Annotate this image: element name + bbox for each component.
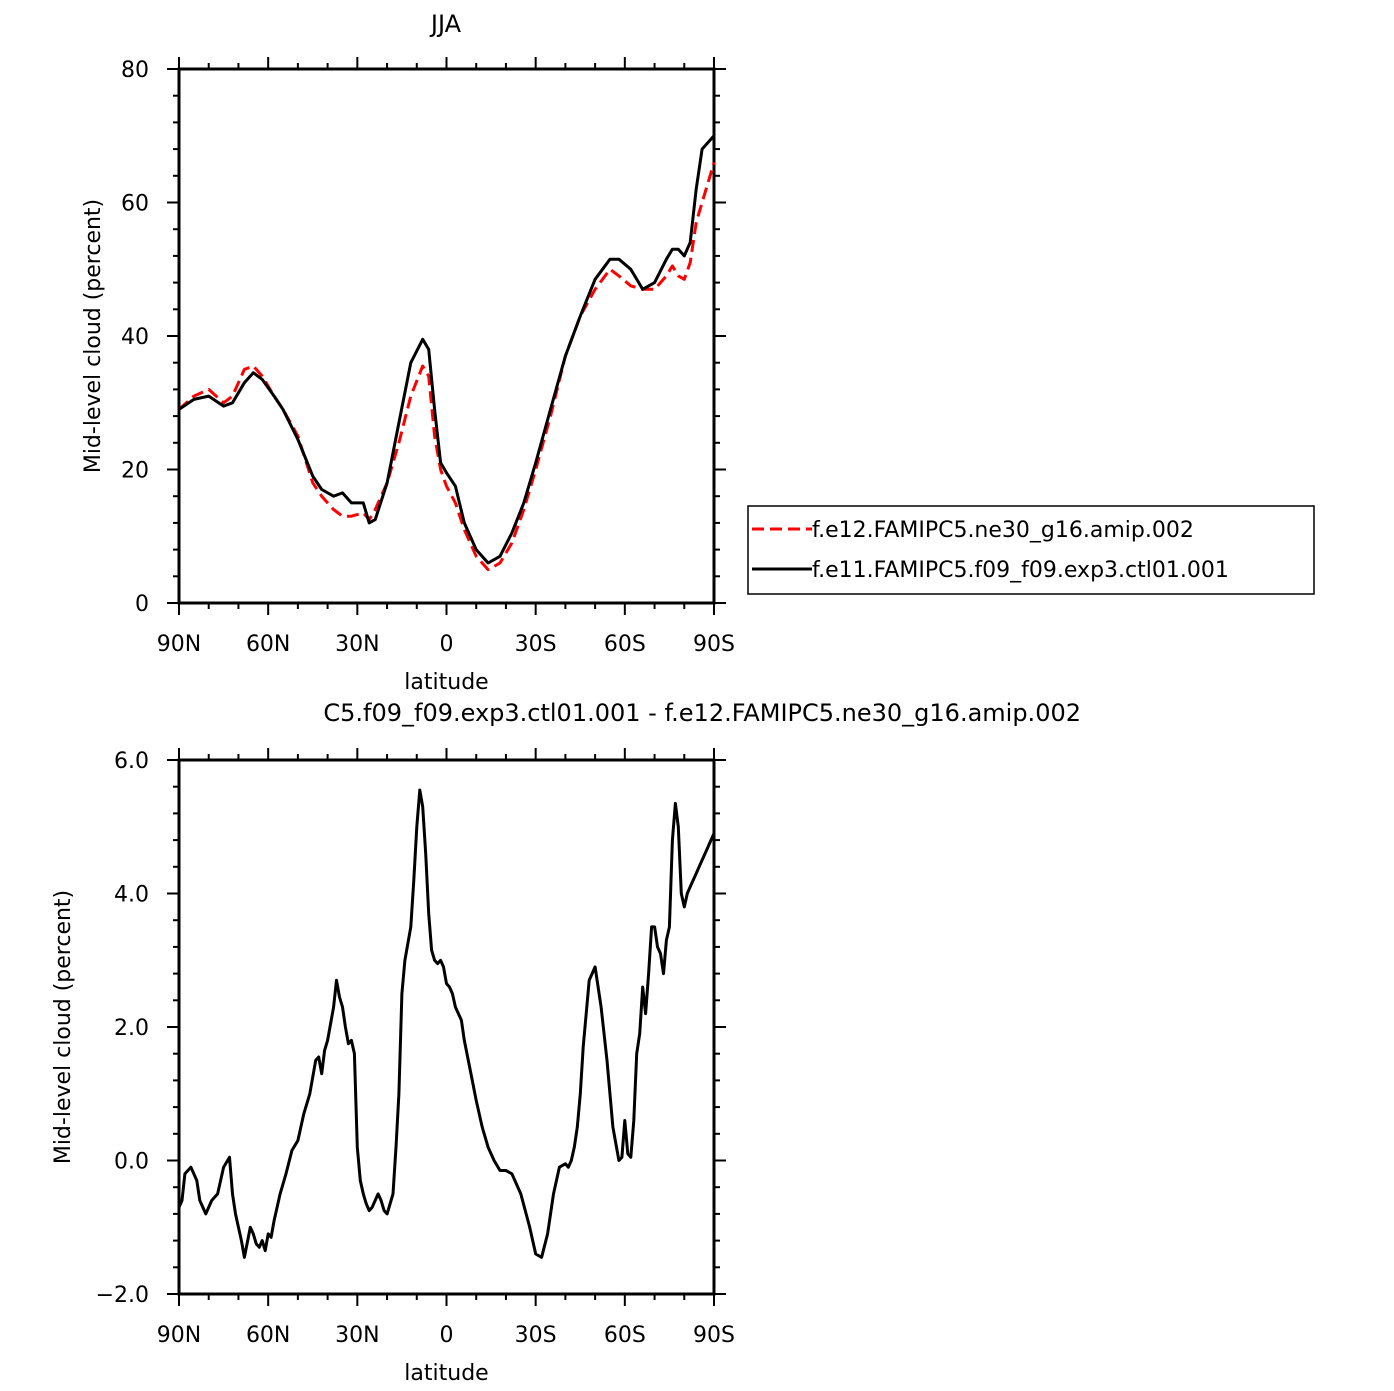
x-tick-label: 30N [335, 632, 379, 657]
x-tick-label: 90N [157, 1323, 201, 1348]
y-tick-label: 40 [121, 325, 149, 350]
x-tick-label: 60S [604, 632, 646, 657]
y-tick-label: 2.0 [114, 1016, 149, 1041]
x-tick-label: 0 [440, 632, 454, 657]
x-tick-label: 90S [693, 1323, 735, 1348]
y-tick-label: −2.0 [96, 1283, 149, 1308]
y-tick-label: 0.0 [114, 1150, 149, 1175]
y-axis-title: Mid-level cloud (percent) [81, 199, 106, 473]
x-tick-label: 30S [515, 1323, 557, 1348]
y-tick-label: 60 [121, 192, 149, 217]
x-tick-label: 90S [693, 632, 735, 657]
y-axis-title: Mid-level cloud (percent) [51, 890, 76, 1164]
y-tick-label: 20 [121, 459, 149, 484]
x-tick-label: 60N [246, 632, 290, 657]
x-tick-label: 30S [515, 632, 557, 657]
y-tick-label: 80 [121, 58, 149, 83]
x-tick-label: 30N [335, 1323, 379, 1348]
chart-title: JJA [429, 10, 462, 38]
plot-frame [177, 67, 716, 605]
chart-panel-2: C5.f09_f09.exp3.ctl01.001 - f.e12.FAMIPC… [51, 699, 1081, 1386]
chart-panel-1: JJA 90N 60N 30N 0 30S 60S 90S 0 20 40 60 80 latitude M… [81, 10, 1315, 695]
y-tick-label: 4.0 [114, 883, 149, 908]
series-line-1 [178, 162, 716, 572]
chart-title: C5.f09_f09.exp3.ctl01.001 - f.e12.FAMIPC… [323, 699, 1081, 727]
legend-label-2: f.e11.FAMIPC5.f09_f09.exp3.ctl01.001 [812, 558, 1229, 583]
x-tick-label: 0 [440, 1323, 454, 1348]
x-tick-label: 60S [604, 1323, 646, 1348]
x-tick-label: 90N [157, 632, 201, 657]
x-axis-title: latitude [404, 670, 488, 695]
series-line-2 [178, 134, 716, 565]
legend: f.e12.FAMIPC5.ne30_g16.amip.002 f.e11.FAM… [747, 505, 1315, 595]
series-line-1 [177, 788, 716, 1259]
x-axis-title: latitude [404, 1361, 488, 1386]
y-tick-label: 6.0 [114, 749, 149, 774]
y-tick-label: 0 [135, 592, 149, 617]
x-tick-label: 60N [246, 1323, 290, 1348]
plot-frame [177, 758, 716, 1296]
legend-label-1: f.e12.FAMIPC5.ne30_g16.amip.002 [812, 518, 1194, 543]
legend-box [747, 505, 1315, 595]
